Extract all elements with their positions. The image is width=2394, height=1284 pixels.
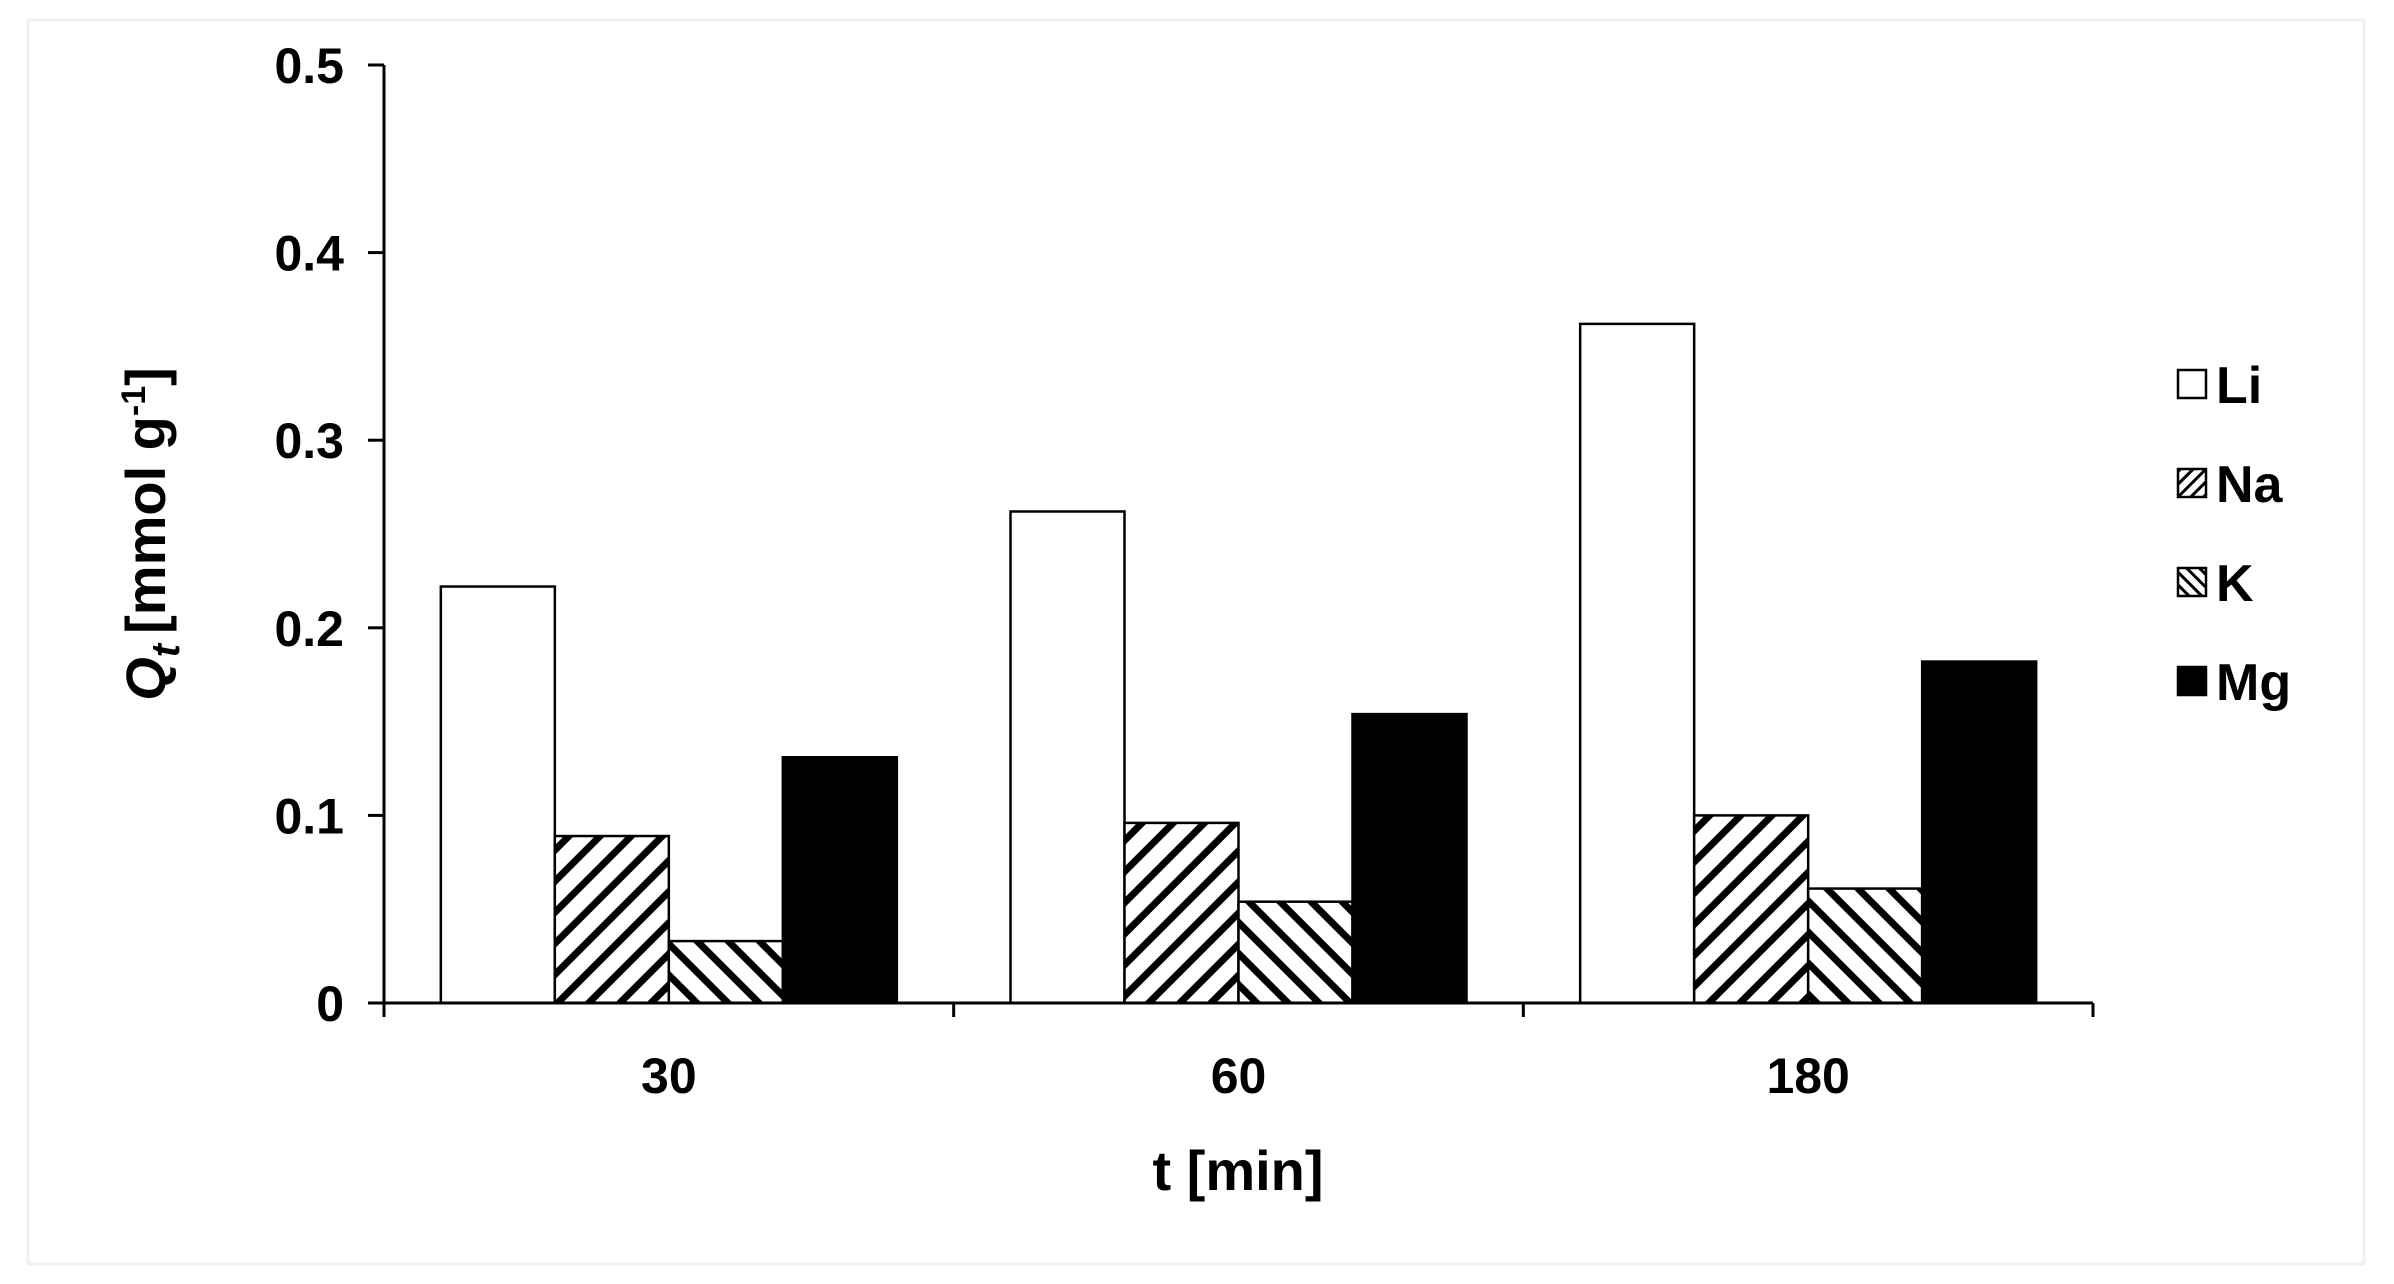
bar-mg-30	[781, 755, 899, 1005]
legend-swatch-na	[2176, 467, 2208, 499]
bar-mg-60	[1351, 712, 1468, 1005]
bar-k-180	[1806, 887, 1924, 1005]
y-axis-label-unit-sup: -1	[115, 386, 153, 416]
bar-li-180	[1578, 322, 1696, 1005]
legend-label-mg: Mg	[2216, 654, 2291, 712]
x-tick-label: 60	[1211, 1048, 1267, 1104]
y-tick-label: 0.3	[274, 413, 344, 469]
legend-label-na: Na	[2216, 456, 2284, 514]
y-ticks-layer: 0 0.1 0.2 0.3 0.4 0.5	[274, 38, 384, 1032]
bars-layer	[439, 322, 2038, 1005]
y-axis-label-unit: [mmol g	[114, 416, 177, 634]
legend-label-li: Li	[2216, 357, 2262, 415]
y-tick-label: 0.4	[274, 226, 344, 282]
legend: Li Na K Mg	[2176, 357, 2291, 712]
bar-li-60	[1009, 510, 1126, 1005]
y-axis-label: Qt [mmol g-1]	[114, 367, 188, 701]
y-axis-label-unit-close: ]	[114, 367, 177, 386]
legend-swatch-k	[2176, 566, 2208, 598]
y-axis-label-symbol: Q	[114, 657, 177, 701]
y-axis-label-subscript: t	[144, 642, 188, 657]
x-ticks-layer: 30 60 180	[382, 1003, 2095, 1104]
x-tick-label: 30	[641, 1048, 697, 1104]
x-axis-label: t [min]	[1152, 1139, 1323, 1202]
bar-na-180	[1692, 814, 1810, 1005]
legend-swatch-mg	[2176, 665, 2208, 697]
y-tick-label: 0.2	[274, 601, 344, 657]
legend-swatch-li	[2176, 368, 2208, 400]
bar-na-60	[1123, 821, 1240, 1005]
figure-border	[26, 18, 2366, 1266]
bar-mg-180	[1920, 660, 2038, 1005]
x-tick-label: 180	[1766, 1048, 1849, 1104]
y-tick-label: 0.1	[274, 788, 344, 844]
y-tick-label: 0.5	[274, 38, 344, 94]
y-tick-label: 0	[316, 976, 344, 1032]
bar-li-30	[439, 585, 557, 1005]
bar-k-60	[1237, 900, 1354, 1005]
bar-na-30	[553, 834, 671, 1005]
bar-k-30	[667, 939, 785, 1005]
legend-label-k: K	[2216, 555, 2254, 613]
